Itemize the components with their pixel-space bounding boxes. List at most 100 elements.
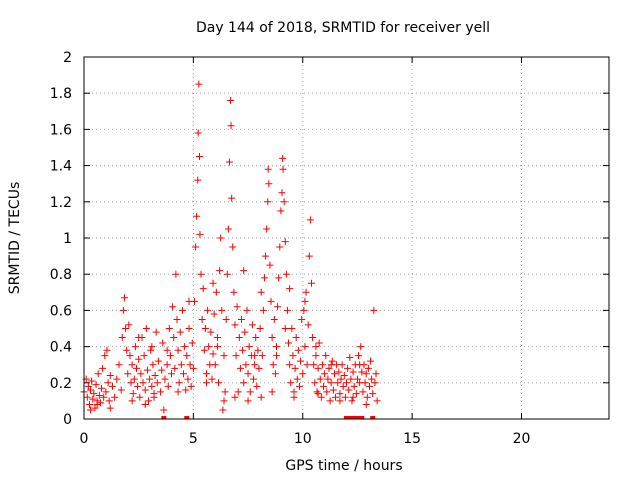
data-point — [185, 325, 193, 332]
data-point — [100, 393, 108, 401]
data-point — [126, 352, 134, 360]
data-point — [159, 339, 167, 347]
data-point — [281, 325, 289, 332]
data-point — [347, 375, 355, 383]
data-point — [350, 382, 358, 390]
data-point — [240, 267, 248, 275]
data-point — [177, 361, 185, 369]
data-point — [140, 352, 148, 360]
data-point — [329, 386, 337, 394]
data-point — [292, 334, 300, 342]
data-point — [254, 346, 262, 354]
data-point — [209, 279, 217, 287]
data-point — [197, 270, 205, 278]
data-point — [263, 225, 271, 233]
data-point — [283, 306, 291, 314]
data-point — [160, 406, 168, 414]
data-point — [353, 375, 361, 383]
data-point — [373, 397, 381, 405]
data-point — [297, 357, 305, 365]
data-point — [120, 294, 128, 302]
data-point — [302, 288, 310, 296]
data-point — [368, 375, 376, 383]
data-point — [338, 361, 346, 369]
data-point — [260, 274, 268, 282]
data-point — [246, 388, 254, 396]
data-point — [186, 361, 194, 369]
y-tick-label: 1.2 — [50, 195, 72, 211]
y-tick-label: 0.8 — [50, 267, 72, 283]
x-tick-label: 0 — [80, 431, 89, 447]
data-point — [243, 306, 251, 314]
data-point — [295, 382, 303, 390]
data-point — [184, 375, 192, 383]
data-point — [314, 364, 322, 372]
data-point — [304, 321, 312, 329]
data-point — [137, 370, 145, 378]
data-point — [318, 361, 326, 369]
data-point — [244, 397, 252, 405]
data-point-zero — [348, 416, 354, 419]
data-point — [151, 372, 159, 380]
data-point — [124, 370, 132, 378]
data-point — [357, 343, 365, 351]
data-point — [222, 315, 230, 323]
data-point — [182, 386, 190, 394]
data-point-zero — [184, 416, 190, 419]
data-point — [356, 361, 364, 369]
data-point — [203, 370, 210, 378]
data-point — [152, 328, 160, 336]
data-point — [166, 352, 174, 360]
data-point — [290, 393, 298, 401]
data-point — [219, 406, 227, 414]
data-point — [200, 346, 208, 354]
data-point — [196, 230, 204, 238]
data-point — [142, 325, 150, 332]
data-point — [248, 321, 256, 329]
data-point — [257, 393, 265, 401]
data-point — [154, 357, 162, 365]
data-point — [345, 386, 353, 394]
data-point — [287, 379, 295, 387]
data-point — [165, 325, 173, 332]
data-point — [192, 243, 200, 251]
data-point — [133, 364, 140, 372]
y-tick-label: 0.2 — [50, 376, 72, 392]
data-point — [181, 343, 189, 351]
data-point — [299, 370, 307, 378]
data-point — [199, 285, 207, 293]
data-point — [325, 364, 333, 372]
data-point — [303, 361, 311, 369]
data-point — [213, 343, 221, 351]
data-point — [131, 343, 139, 351]
data-point — [98, 384, 105, 392]
data-point — [118, 334, 126, 342]
data-point — [91, 404, 99, 412]
y-tick-label: 0.4 — [50, 340, 72, 356]
data-point — [359, 388, 367, 396]
x-tick-label: 15 — [403, 431, 421, 447]
data-point — [330, 370, 338, 378]
data-point — [95, 391, 103, 399]
data-point — [141, 386, 149, 394]
data-point — [158, 366, 166, 374]
data-point — [339, 382, 347, 390]
data-point — [363, 393, 371, 401]
data-point — [278, 189, 286, 197]
data-point — [176, 328, 184, 336]
data-point — [208, 375, 216, 383]
data-point — [372, 370, 380, 378]
data-point — [269, 361, 277, 369]
data-point-zero — [161, 416, 167, 419]
data-point — [320, 382, 328, 390]
data-point — [106, 372, 114, 380]
data-point — [189, 364, 197, 372]
data-point — [275, 274, 283, 282]
data-point — [224, 225, 232, 233]
data-point — [111, 393, 119, 401]
data-point — [130, 375, 138, 383]
data-point — [352, 390, 360, 398]
data-point — [207, 328, 215, 336]
data-point — [370, 306, 378, 314]
